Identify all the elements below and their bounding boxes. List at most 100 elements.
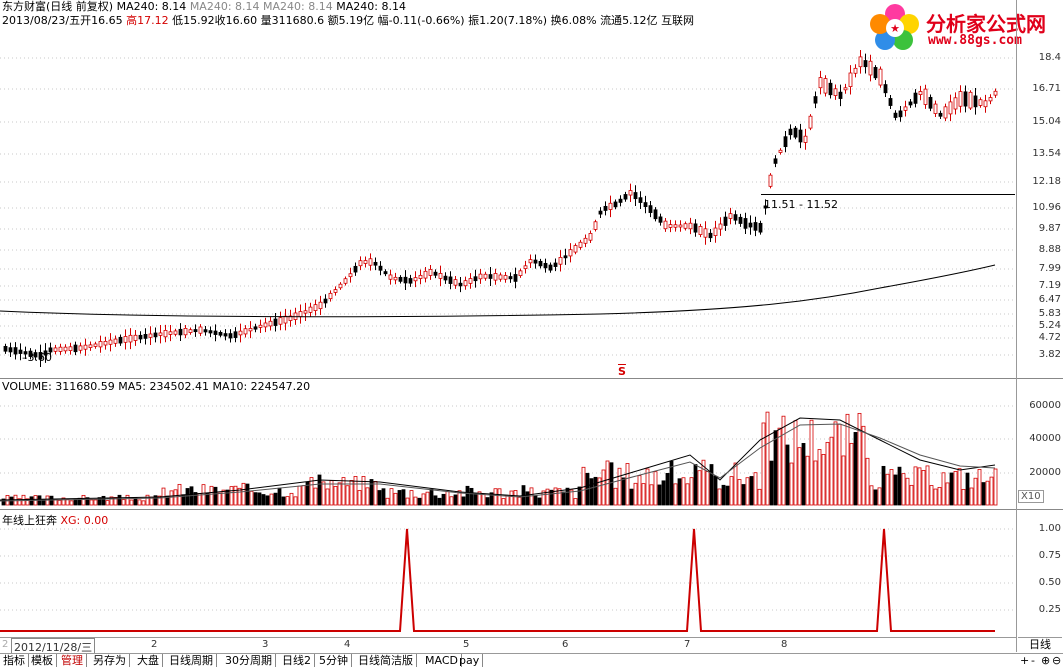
volume-bar [453,494,458,506]
price-axis-label: 5.24 [1038,320,1061,331]
candle-body [388,274,393,280]
volume-bar [69,500,74,506]
volume-bar [425,491,430,506]
svg-text:★: ★ [890,22,900,35]
collapse-button[interactable]: ⊖ [1052,654,1062,667]
candle-body [163,330,168,338]
volume-bar [813,460,818,506]
candle-body [843,87,848,91]
volume-bar [765,411,770,506]
volume-bar [497,488,502,506]
volume-bar [897,466,902,506]
volume-bar [717,488,722,506]
candle-body [483,273,488,279]
tab-manage[interactable]: 管理 [58,654,87,667]
volume-bar [873,489,878,506]
float-value: 5.12亿 [622,14,658,27]
panel-separator-2 [0,509,1016,510]
volume-bar [633,482,638,506]
volume-bar [157,495,162,506]
tab-daily-simple[interactable]: 日线简洁版 [355,654,417,667]
volume-bar [381,488,386,506]
volume-bar [473,493,478,506]
volume-bar [341,477,346,506]
price-axis-label: 5.83 [1038,308,1061,319]
volume-bar [193,492,198,506]
tab-save-as[interactable]: 另存为 [90,654,130,667]
ma240-label-2: MA240: 8.14 [189,0,260,13]
candle-body [728,213,733,219]
candle-body [513,274,518,282]
volume-bar [713,475,718,506]
tab-template[interactable]: 模板 [28,654,57,667]
volume-bar [513,490,518,506]
tab-pay[interactable]: pay [456,654,484,667]
candle-body [488,274,493,279]
change-value: -0.11(-0.66%) [388,14,465,27]
volume-bar [229,486,234,506]
zoom-out-button[interactable]: - [1031,654,1035,667]
volume-bar [141,500,146,506]
volume-bar [993,468,998,506]
ma240-label-4: MA240: 8.14 [336,0,406,13]
month-8: 8 [781,639,788,650]
volume-bar [169,490,174,506]
volume-bar [297,485,302,506]
volume-bar [797,447,802,506]
candle-body [578,241,583,248]
volume-bar [457,490,462,506]
tab-daily2[interactable]: 日线2 [279,654,315,667]
volume-bar [869,485,874,506]
period-button[interactable]: 日线 [1018,637,1062,652]
tab-market[interactable]: 大盘 [134,654,163,667]
volume-bar [537,497,542,506]
volume-value: 311680.6 [271,14,325,27]
volume-bar [277,487,282,506]
volume-bar [793,420,798,506]
candle-body [93,343,98,347]
tab-30min-period[interactable]: 30分周期 [222,654,276,667]
volume-bar [205,493,210,506]
candle-body [618,198,623,203]
candle-body [38,352,43,360]
volume-bar [313,487,318,506]
candle-body [648,205,653,213]
tab-5min[interactable]: 5分钟 [316,654,352,667]
volume-bar [821,454,826,506]
volume-bar [737,479,742,506]
indicator-axis-025: 0.25 [1038,604,1061,615]
ma240-curve [0,264,996,318]
price-axis-label: 4.72 [1038,332,1061,343]
candle-body [573,245,578,253]
tab-macd[interactable]: MACD [422,654,462,667]
volume-ma5-line [0,417,996,501]
volume-bar [437,497,442,506]
volume-bar [293,496,298,506]
volume-bar [81,494,86,506]
candle-body [48,347,53,353]
volume-bar [913,466,918,506]
volume-bar [361,476,366,506]
tab-indicator[interactable]: 指标 [0,654,29,667]
volume-bar [489,492,494,506]
volume-bar [353,476,358,506]
candle-body [278,317,283,325]
float-label: 流通 [600,14,623,27]
volume-bar [245,483,250,506]
candle-body [113,338,118,344]
volume-bar [741,484,746,506]
volume-bar [261,494,266,506]
candle-body [153,332,158,338]
zoom-in-button[interactable]: + [1020,654,1030,667]
volume-ma5: MA5: 234502.41 [118,380,209,393]
candle-body [913,92,918,104]
candle-body [798,129,803,143]
candle-body [228,333,233,339]
volume-bar [973,477,978,506]
expand-button[interactable]: ⊕ [1041,654,1051,667]
candle-body [448,276,453,284]
tab-daily-period[interactable]: 日线周期 [166,654,217,667]
candle-body [928,96,933,109]
volume-bar [613,487,618,506]
